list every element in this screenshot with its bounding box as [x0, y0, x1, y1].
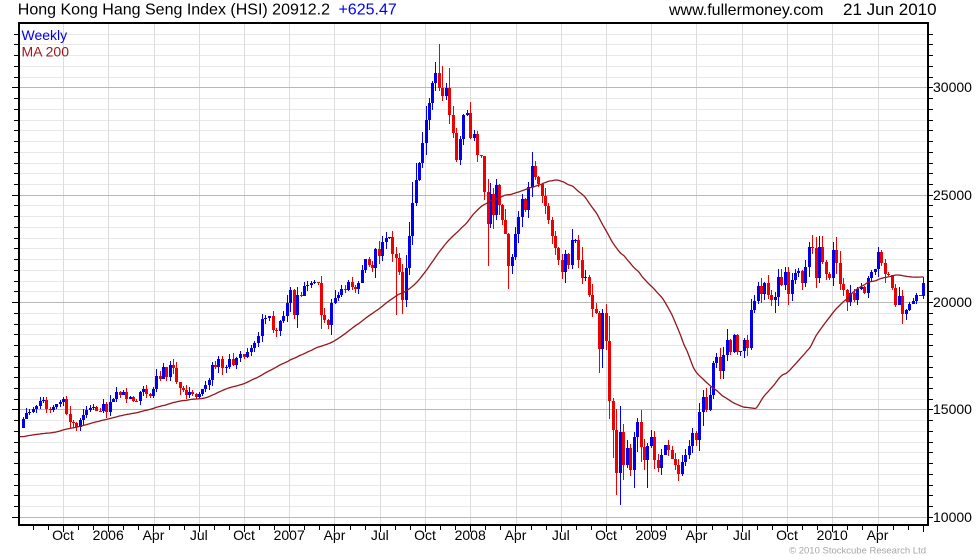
svg-text:MA 200: MA 200	[22, 44, 70, 60]
svg-text:2008: 2008	[455, 527, 486, 543]
svg-text:2006: 2006	[93, 527, 124, 543]
svg-text:21 Jun 2010: 21 Jun 2010	[843, 0, 937, 19]
svg-text:Apr: Apr	[867, 527, 889, 543]
svg-text:10000: 10000	[933, 509, 972, 525]
svg-text:Jul: Jul	[733, 527, 751, 543]
svg-text:Oct: Oct	[52, 527, 74, 543]
svg-text:Hong Kong Hang Seng Index (HSI: Hong Kong Hang Seng Index (HSI) 20912.2 …	[18, 2, 397, 19]
svg-text:15000: 15000	[933, 401, 972, 417]
svg-text:Weekly: Weekly	[22, 27, 68, 43]
svg-text:Apr: Apr	[505, 527, 527, 543]
svg-text:www.fullermoney.com: www.fullermoney.com	[668, 2, 823, 19]
svg-text:30000: 30000	[933, 79, 972, 95]
svg-text:Oct: Oct	[233, 527, 255, 543]
svg-text:Jul: Jul	[552, 527, 570, 543]
svg-text:20000: 20000	[933, 294, 972, 310]
svg-text:2010: 2010	[817, 527, 848, 543]
svg-text:Jul: Jul	[371, 527, 389, 543]
svg-text:Apr: Apr	[324, 527, 346, 543]
svg-text:2009: 2009	[636, 527, 667, 543]
svg-text:Oct: Oct	[414, 527, 436, 543]
svg-text:25000: 25000	[933, 187, 972, 203]
svg-text:Jul: Jul	[190, 527, 208, 543]
svg-text:© 2010 Stockcube Research Ltd: © 2010 Stockcube Research Ltd	[789, 546, 926, 557]
svg-text:2007: 2007	[274, 527, 305, 543]
svg-text:Apr: Apr	[143, 527, 165, 543]
svg-text:Apr: Apr	[686, 527, 708, 543]
svg-text:Oct: Oct	[776, 527, 798, 543]
svg-text:Oct: Oct	[595, 527, 617, 543]
